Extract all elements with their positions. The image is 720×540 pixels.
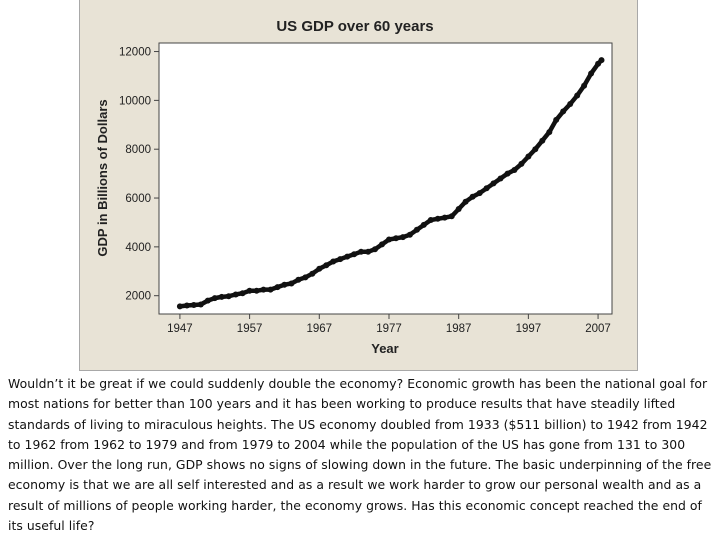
data-point <box>420 221 427 228</box>
data-point <box>351 251 358 258</box>
data-point <box>302 274 309 281</box>
data-point <box>197 301 204 308</box>
data-point <box>239 290 246 297</box>
y-tick-label: 2000 <box>125 291 151 303</box>
x-axis-label: Year <box>371 341 398 356</box>
data-point <box>462 198 469 205</box>
data-point <box>588 70 595 77</box>
x-tick-label: 2007 <box>585 323 611 335</box>
data-point <box>539 137 546 144</box>
chart-panel: US GDP over 60 years 2000 4000 6000 8000 100… <box>79 0 638 371</box>
data-point <box>372 246 378 253</box>
data-point <box>393 235 399 242</box>
data-point <box>532 146 539 153</box>
data-point <box>598 57 605 64</box>
data-point <box>476 190 483 197</box>
data-point <box>365 248 372 255</box>
data-point <box>358 248 365 255</box>
data-point <box>490 180 497 187</box>
data-point <box>483 185 490 192</box>
data-point <box>518 160 525 167</box>
plot-area <box>158 42 613 315</box>
y-tick-label: 6000 <box>125 193 151 205</box>
y-tick-label: 8000 <box>125 144 151 156</box>
x-tick-label: 1997 <box>516 323 542 335</box>
x-tick-label: 1977 <box>376 323 402 335</box>
x-tick-label: 1947 <box>167 323 193 335</box>
data-point <box>183 302 190 309</box>
data-point <box>574 92 581 99</box>
data-point <box>295 276 302 283</box>
data-point <box>448 213 455 220</box>
data-point <box>190 302 197 308</box>
data-point <box>497 175 504 182</box>
data-point <box>469 193 476 200</box>
data-point <box>281 281 288 288</box>
data-point <box>323 262 330 269</box>
y-tick-label: 12000 <box>119 47 151 59</box>
data-point <box>406 231 413 238</box>
chart-title: US GDP over 60 years <box>276 18 433 35</box>
data-point <box>204 297 211 304</box>
x-axis: 1947 1957 1967 1977 1987 1997 2007 <box>167 314 611 335</box>
x-tick-label: 1987 <box>446 323 472 335</box>
y-axis: 2000 4000 6000 8000 10000 12000 <box>119 47 159 303</box>
y-tick-label: 4000 <box>125 242 151 254</box>
data-point <box>427 217 434 223</box>
data-point <box>288 280 295 287</box>
data-point <box>434 215 441 222</box>
data-point <box>176 303 183 310</box>
data-point <box>246 287 253 294</box>
data-point <box>330 258 337 265</box>
data-point <box>525 153 532 160</box>
data-point <box>399 234 406 241</box>
gdp-series <box>176 57 605 310</box>
data-point <box>260 286 267 293</box>
data-point <box>546 129 553 136</box>
data-point <box>211 295 218 302</box>
data-point <box>232 291 239 298</box>
data-point <box>218 293 225 300</box>
data-point <box>441 214 448 221</box>
data-point <box>553 116 560 123</box>
data-point <box>274 284 281 291</box>
data-point <box>267 286 274 293</box>
data-point <box>560 108 567 115</box>
data-point <box>581 82 588 89</box>
gdp-line-chart: US GDP over 60 years 2000 4000 6000 8000 100… <box>95 18 613 356</box>
y-tick-label: 10000 <box>119 95 151 107</box>
data-point <box>386 236 392 243</box>
y-axis-label: GDP in Billions of Dollars <box>95 99 110 256</box>
data-point <box>344 253 351 260</box>
data-point <box>337 256 344 263</box>
data-point <box>504 170 511 177</box>
x-tick-label: 1957 <box>237 323 263 335</box>
data-point <box>379 241 385 248</box>
data-point <box>455 206 462 212</box>
caption-paragraph: Wouldn’t it be great if we could suddenl… <box>8 376 712 534</box>
data-point <box>413 226 420 233</box>
data-point <box>511 167 518 173</box>
data-point <box>567 101 574 107</box>
data-point <box>309 270 316 277</box>
data-point <box>225 293 232 300</box>
data-point <box>316 265 323 272</box>
x-tick-label: 1967 <box>306 323 332 335</box>
data-point <box>253 287 260 294</box>
